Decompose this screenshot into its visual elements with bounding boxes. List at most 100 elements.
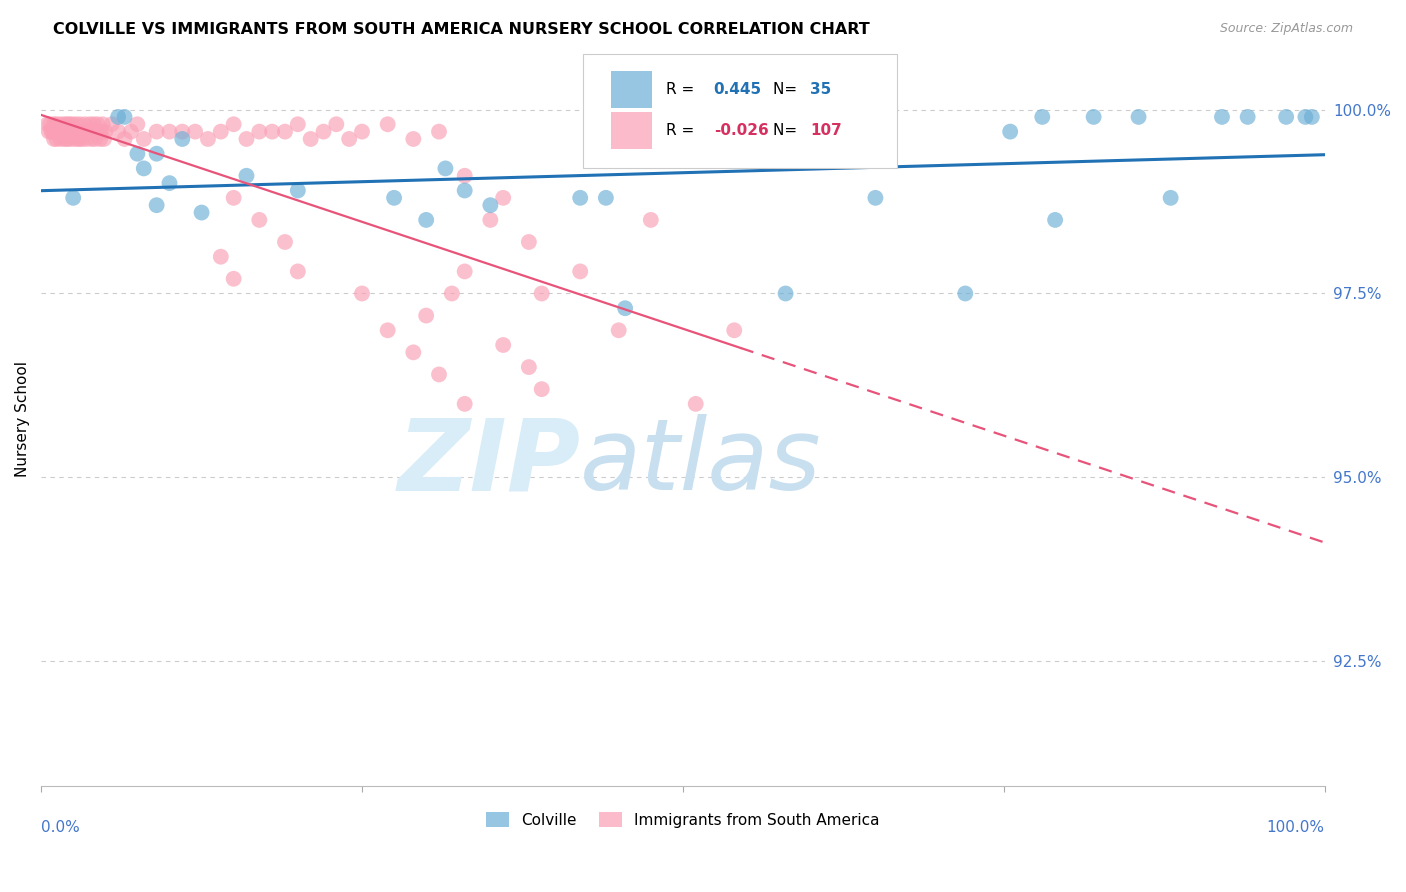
- Point: [80, 132, 103, 146]
- Point: [42, 117, 65, 131]
- Point: [299, 132, 322, 146]
- Point: [58, 132, 80, 146]
- Point: [454, 184, 477, 198]
- Point: [53, 132, 76, 146]
- Text: 0.445: 0.445: [714, 82, 762, 97]
- Point: [145, 125, 167, 139]
- Point: [48, 125, 70, 139]
- Point: [1128, 110, 1150, 124]
- Point: [159, 125, 181, 139]
- Point: [454, 397, 477, 411]
- Point: [127, 146, 149, 161]
- Point: [75, 132, 97, 146]
- Point: [87, 125, 110, 139]
- Point: [1031, 110, 1053, 124]
- Point: [45, 132, 67, 146]
- Text: N=: N=: [773, 122, 801, 137]
- Point: [1160, 191, 1182, 205]
- Point: [209, 250, 232, 264]
- Text: Source: ZipAtlas.com: Source: ZipAtlas.com: [1219, 22, 1353, 36]
- Point: [1275, 110, 1298, 124]
- Point: [76, 125, 98, 139]
- Point: [479, 213, 502, 227]
- Point: [337, 132, 360, 146]
- Point: [1211, 110, 1233, 124]
- Point: [51, 125, 73, 139]
- Point: [86, 117, 108, 131]
- Point: [377, 117, 399, 131]
- Point: [440, 286, 463, 301]
- Point: [530, 286, 553, 301]
- Point: [350, 125, 373, 139]
- Point: [517, 235, 540, 249]
- Point: [402, 345, 425, 359]
- Point: [454, 169, 477, 183]
- Point: [998, 125, 1021, 139]
- Point: [94, 125, 117, 139]
- Point: [402, 132, 425, 146]
- Point: [247, 125, 270, 139]
- FancyBboxPatch shape: [582, 54, 897, 169]
- Point: [235, 132, 257, 146]
- Point: [93, 132, 115, 146]
- Point: [640, 213, 662, 227]
- Point: [569, 191, 592, 205]
- Point: [55, 132, 77, 146]
- Point: [114, 110, 136, 124]
- Point: [56, 125, 79, 139]
- Point: [114, 132, 136, 146]
- Point: [159, 176, 181, 190]
- Point: [492, 191, 515, 205]
- Point: [44, 125, 66, 139]
- Point: [39, 117, 62, 131]
- Point: [59, 125, 82, 139]
- Point: [90, 125, 112, 139]
- Point: [53, 117, 76, 131]
- Text: atlas: atlas: [581, 414, 823, 511]
- Point: [62, 125, 84, 139]
- Point: [530, 382, 553, 396]
- Point: [37, 117, 59, 131]
- Point: [377, 323, 399, 337]
- Text: ZIP: ZIP: [398, 414, 581, 511]
- Point: [415, 309, 437, 323]
- Point: [45, 117, 67, 131]
- Point: [209, 125, 232, 139]
- Point: [434, 161, 457, 176]
- Point: [325, 117, 347, 131]
- Point: [569, 264, 592, 278]
- Point: [274, 235, 297, 249]
- Point: [83, 117, 105, 131]
- Point: [107, 110, 129, 124]
- Point: [312, 125, 335, 139]
- Point: [41, 125, 63, 139]
- Point: [235, 169, 257, 183]
- Point: [77, 125, 100, 139]
- Point: [72, 125, 94, 139]
- Point: [42, 132, 65, 146]
- Point: [492, 338, 515, 352]
- Text: 100.0%: 100.0%: [1267, 820, 1324, 835]
- Point: [62, 132, 84, 146]
- Point: [287, 264, 309, 278]
- Point: [41, 125, 63, 139]
- Bar: [612, 71, 652, 108]
- Point: [287, 117, 309, 131]
- Point: [172, 125, 194, 139]
- Point: [132, 132, 155, 146]
- Point: [69, 132, 91, 146]
- Point: [1043, 213, 1066, 227]
- Point: [63, 125, 86, 139]
- Point: [91, 117, 114, 131]
- Point: [1294, 110, 1316, 124]
- Point: [79, 117, 101, 131]
- Point: [69, 117, 91, 131]
- Point: [107, 125, 129, 139]
- Point: [38, 125, 60, 139]
- Point: [145, 146, 167, 161]
- Point: [1083, 110, 1105, 124]
- Point: [865, 191, 887, 205]
- Point: [1301, 110, 1323, 124]
- Point: [723, 323, 745, 337]
- Point: [66, 132, 89, 146]
